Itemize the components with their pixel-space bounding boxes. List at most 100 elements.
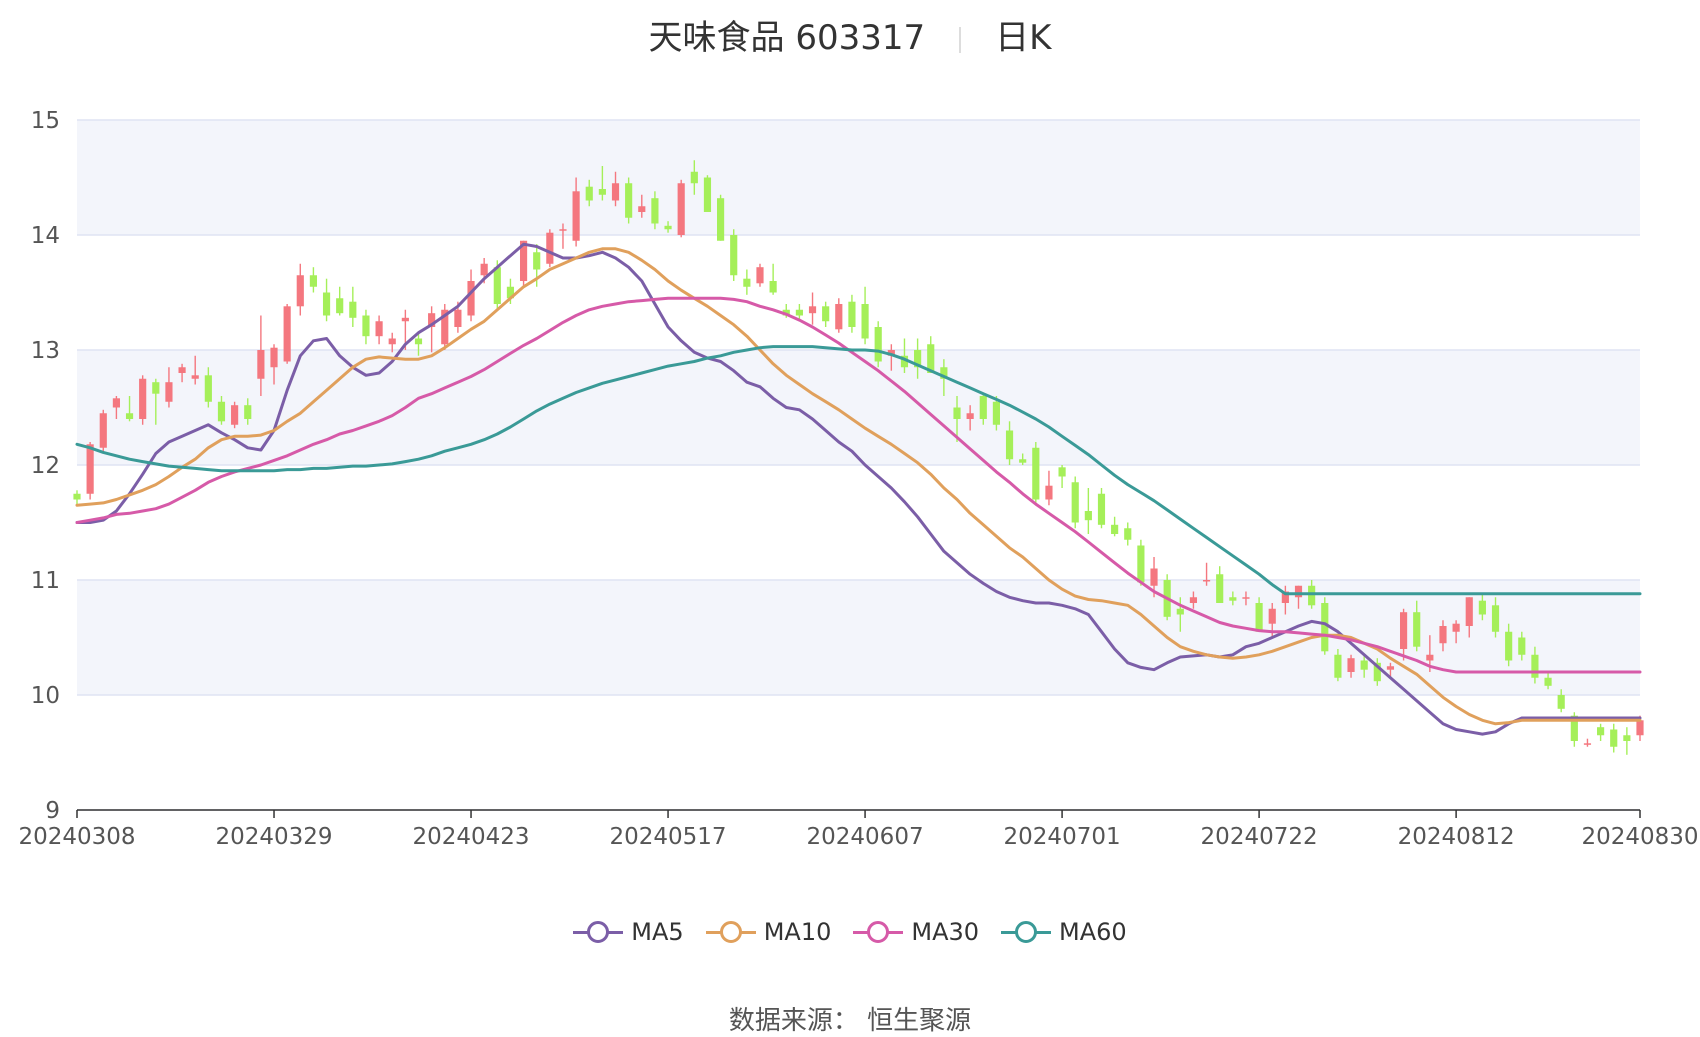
candle-body	[454, 309, 462, 327]
candle-body	[1084, 511, 1092, 521]
series-line-ma10	[75, 247, 1642, 726]
legend-item-ma10[interactable]: MA10	[705, 918, 832, 946]
candle-body	[1124, 528, 1132, 540]
candle-body	[703, 177, 712, 212]
candle-body	[1097, 493, 1106, 525]
candle-body	[191, 375, 199, 379]
legend-marker-icon	[705, 921, 756, 943]
x-tick-label: 20240701	[1004, 824, 1121, 850]
candle-body	[309, 275, 318, 287]
candle-body	[651, 198, 659, 224]
candle-body	[1045, 485, 1053, 500]
x-tick-label: 20240517	[610, 824, 727, 850]
candle-body	[270, 347, 278, 368]
legend-label: MA60	[1059, 918, 1127, 946]
candle-body	[217, 401, 226, 422]
candle-body	[835, 304, 843, 330]
candle-body	[795, 309, 803, 316]
legend-label: MA10	[763, 918, 832, 946]
period-label: 日K	[995, 18, 1052, 58]
candle-body	[1216, 574, 1224, 603]
legend-item-ma5[interactable]: MA5	[573, 918, 684, 946]
candle-body	[1360, 660, 1368, 670]
candle-body	[1189, 597, 1198, 603]
candle-body	[782, 309, 790, 316]
candle-body	[546, 232, 554, 264]
candle-body	[664, 225, 672, 230]
candle-body	[598, 189, 606, 195]
candle-body	[1032, 447, 1040, 500]
candle-body	[152, 382, 160, 394]
candle-body	[1583, 743, 1592, 745]
candle-body	[362, 315, 370, 337]
candle-body	[1137, 545, 1145, 583]
candle-body	[533, 252, 541, 270]
candle-body	[927, 344, 935, 373]
candle-body	[717, 198, 725, 241]
series-line-ma5	[75, 242, 1642, 736]
candle-body	[1399, 612, 1408, 649]
legend-label: MA5	[631, 918, 684, 946]
data-source: 数据来源： 恒生聚源	[728, 1006, 972, 1036]
candle-body	[638, 206, 646, 212]
candle-body	[1636, 720, 1644, 736]
candle-body	[559, 229, 567, 231]
candle-body	[1150, 568, 1158, 586]
legend-item-ma30[interactable]: MA30	[853, 918, 979, 946]
x-tick-label: 20240812	[1398, 824, 1515, 850]
candle-body	[966, 413, 974, 419]
legend-marker-icon	[853, 921, 904, 943]
candle-body	[625, 183, 633, 218]
candle-body	[1597, 727, 1605, 736]
candle-body	[336, 298, 344, 314]
y-tick-label: 13	[31, 338, 60, 364]
title-separator	[959, 26, 962, 53]
candle-body	[349, 301, 357, 318]
candle-body	[822, 306, 830, 322]
candle-body	[441, 309, 449, 345]
candle-body	[467, 281, 475, 316]
chart-title: 天味食品 603317 日K	[0, 10, 1700, 59]
candle-body	[1623, 735, 1631, 741]
candle-body	[283, 306, 291, 362]
candle-body	[86, 444, 94, 494]
candle-body	[1176, 608, 1184, 615]
candle-body	[992, 401, 1000, 425]
y-tick-label: 15	[31, 108, 60, 134]
candle-body	[322, 292, 331, 316]
candle-body	[1465, 597, 1473, 626]
candle-body	[1452, 623, 1460, 632]
candle-body	[730, 235, 738, 276]
candle-body	[1439, 626, 1447, 644]
candle-body	[73, 493, 81, 500]
candle-body	[388, 338, 396, 345]
candle-body	[1255, 603, 1263, 632]
legend-item-ma60[interactable]: MA60	[1001, 918, 1127, 946]
candle-body	[1281, 591, 1289, 603]
candle-body	[204, 375, 212, 402]
candle-body	[257, 350, 265, 379]
y-tick-label: 10	[31, 683, 60, 709]
candle-body	[519, 240, 528, 281]
legend-marker-icon	[1001, 921, 1052, 943]
candle-body	[139, 378, 147, 419]
legend-marker-ring	[867, 921, 890, 943]
candle-body	[861, 304, 869, 339]
candle-body	[690, 171, 698, 184]
candle-body	[1268, 608, 1276, 624]
candle-body	[1202, 580, 1211, 582]
candle-body	[506, 286, 515, 299]
candle-body	[1058, 467, 1066, 477]
candle-body	[953, 407, 961, 419]
candle-body	[112, 398, 120, 408]
candle-body	[296, 275, 304, 307]
candle-body	[401, 317, 409, 322]
candle-body	[1544, 677, 1552, 686]
x-tick-label: 20240308	[18, 824, 135, 850]
legend: MA5 MA10 MA30 MA60	[0, 918, 1700, 946]
candle-body	[1518, 637, 1526, 655]
candle-body	[1478, 600, 1486, 615]
plot-band	[77, 120, 1640, 235]
candle-body	[1229, 597, 1237, 601]
